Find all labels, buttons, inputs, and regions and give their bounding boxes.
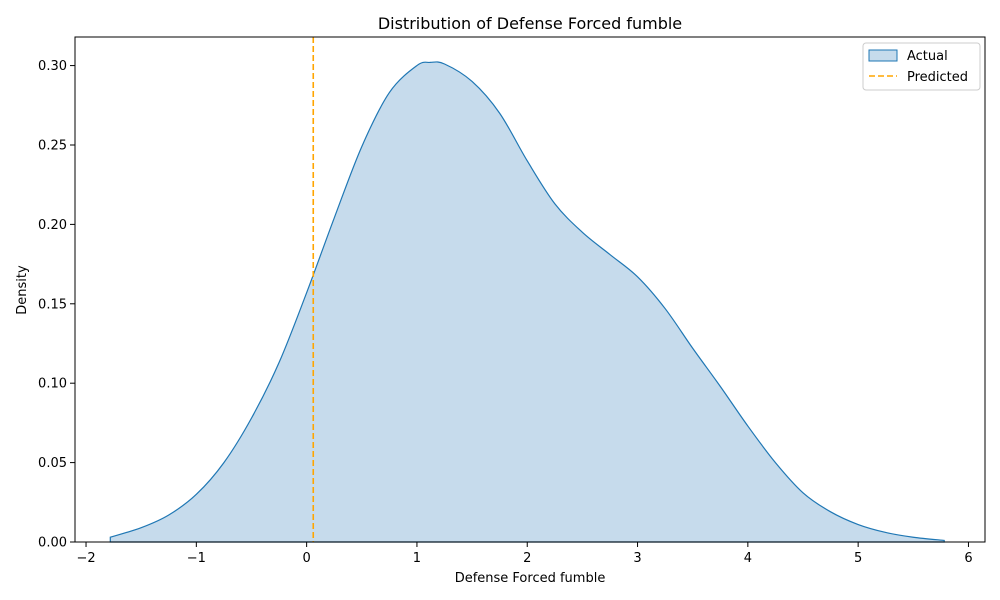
- y-tick-label: 0.15: [38, 297, 67, 312]
- legend-label-actual: Actual: [907, 49, 948, 64]
- legend: Actual Predicted: [862, 42, 981, 91]
- y-tick-label: 0.10: [38, 377, 67, 392]
- x-tick-label: 4: [744, 551, 752, 566]
- x-tick-label: 1: [413, 551, 421, 566]
- x-tick-label: 2: [523, 551, 531, 566]
- density-curve-actual: [109, 61, 945, 543]
- chart-title: Distribution of Defense Forced fumble: [378, 14, 682, 33]
- plot-area: [109, 37, 945, 543]
- x-tick-label: 6: [964, 551, 972, 566]
- y-tick-label: 0.20: [38, 218, 67, 233]
- x-axis: −2 −1 0 1 2 3 4 5 6: [76, 542, 973, 566]
- x-axis-label: Defense Forced fumble: [455, 571, 606, 586]
- y-axis: 0.00 0.05 0.10 0.15 0.20 0.25 0.30: [38, 59, 75, 551]
- plot-frame: [74, 36, 986, 543]
- x-tick-label: −1: [187, 551, 206, 566]
- y-tick-label: 0.25: [38, 138, 67, 153]
- y-tick-label: 0.05: [38, 456, 67, 471]
- y-axis-label: Density: [15, 265, 30, 315]
- x-tick-label: 0: [302, 551, 310, 566]
- density-area-actual: [110, 61, 945, 542]
- y-tick-label: 0.30: [38, 59, 67, 74]
- legend-label-predicted: Predicted: [907, 70, 968, 85]
- x-tick-label: −2: [76, 551, 95, 566]
- x-tick-label: 3: [633, 551, 641, 566]
- y-tick-label: 0.00: [38, 536, 67, 551]
- legend-swatch-actual: [868, 49, 898, 62]
- x-tick-label: 5: [854, 551, 862, 566]
